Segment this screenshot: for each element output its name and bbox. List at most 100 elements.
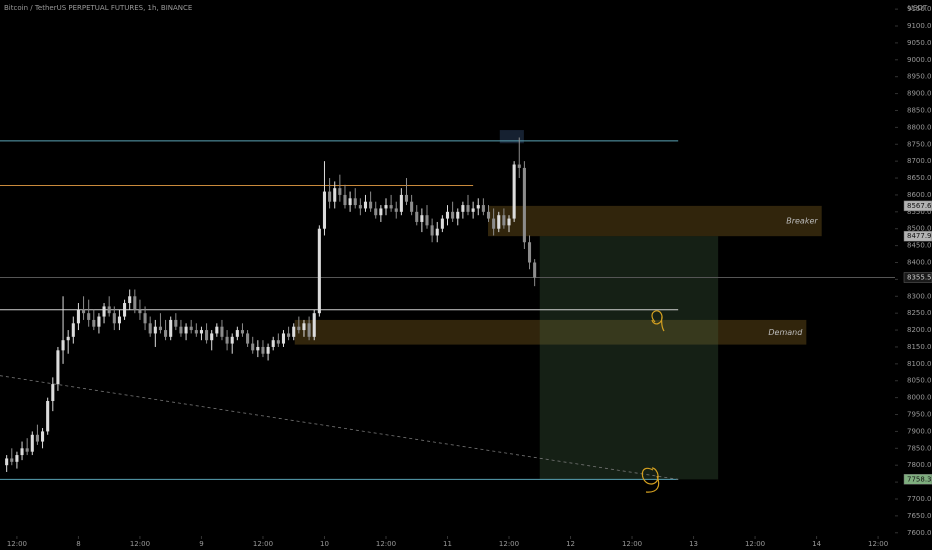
y-tick-label: 7900.0 (907, 427, 932, 435)
y-tick-label: 7850.0 (907, 444, 932, 452)
y-tick-label: 8300.0 (907, 292, 932, 300)
candle-body (194, 330, 198, 334)
price-label-bg (903, 474, 932, 485)
candle-body (117, 316, 121, 324)
x-tick-label: 12:00 (130, 540, 150, 548)
price-label: 8355.5 (907, 274, 932, 282)
price-label: 7758.3 (907, 475, 932, 483)
candle-body (353, 198, 357, 206)
candle-body (210, 333, 214, 341)
candle-body (25, 448, 29, 452)
x-tick-label: 12:00 (499, 540, 519, 548)
candle-body (527, 242, 532, 263)
x-tick-label: 9 (199, 540, 203, 548)
y-tick-label: 8750.0 (907, 140, 932, 148)
candle-body (333, 188, 337, 202)
candle-body (456, 211, 460, 219)
candle-body (307, 323, 311, 337)
zone-label: Breaker (786, 217, 818, 226)
price-label-bg (903, 230, 932, 242)
candle-body (302, 323, 306, 331)
zone (539, 236, 719, 480)
doodle (641, 467, 660, 493)
candle-body (41, 431, 45, 442)
candle-body (123, 303, 127, 317)
x-tick-label: 12:00 (7, 540, 27, 548)
candle-body (179, 326, 183, 334)
candle-body (399, 194, 403, 212)
candle-body (220, 326, 224, 337)
candle-body (276, 340, 280, 344)
price-label-bg (903, 200, 932, 212)
zone (294, 319, 807, 345)
x-tick-label: 12:00 (376, 540, 396, 548)
candle-body (425, 215, 429, 226)
x-tick-label: 12 (566, 540, 575, 548)
zone (499, 130, 524, 144)
candle-body (87, 313, 91, 320)
candle-body (497, 215, 501, 229)
candle-body (507, 218, 511, 226)
candle-body (317, 228, 321, 314)
candle-body (466, 205, 470, 212)
candle-body (502, 215, 506, 226)
candle-body (384, 205, 388, 209)
trend-line (0, 375, 679, 480)
candle-body (51, 384, 55, 402)
candle-body (420, 215, 424, 222)
zones: Breaker Demand (294, 130, 822, 480)
candle-body (107, 306, 111, 314)
y-tick-label: 8000.0 (907, 394, 932, 402)
candle-body (246, 333, 250, 344)
candle-body (169, 319, 173, 337)
candle-body (410, 201, 414, 212)
lines (0, 140, 895, 480)
candle-body (266, 346, 270, 354)
candle-body (251, 343, 255, 351)
y-tick-label: 8150.0 (907, 343, 932, 351)
candle-body (230, 336, 234, 344)
candle-body (338, 188, 342, 195)
candle-body (486, 211, 491, 219)
y-tick-label: 9100.0 (907, 22, 932, 30)
y-tick-label: 9000.0 (907, 56, 932, 64)
candle-body (225, 336, 229, 344)
y-tick-label: 8650.0 (907, 174, 932, 182)
candle-body (5, 458, 9, 466)
candle-body (138, 309, 142, 314)
y-tick-label: 7700.0 (907, 495, 932, 503)
candle-body (10, 458, 14, 462)
chart-title: Bitcoin / TetherUS PERPETUAL FUTURES, 1h… (4, 4, 192, 12)
candle-body (158, 326, 162, 331)
candle-body (153, 326, 157, 334)
candle-body (343, 194, 347, 206)
candle-body (56, 350, 60, 385)
candle-body (92, 319, 96, 327)
candle-body (292, 326, 296, 337)
candle-body (297, 326, 301, 331)
y-tick-label: 8600.0 (907, 191, 932, 199)
candle-body (328, 191, 332, 202)
candle-body (374, 208, 378, 216)
candle-body (358, 205, 362, 209)
x-tick-label: 11 (443, 540, 452, 548)
candle-body (471, 208, 475, 212)
x-tick-label: 12:00 (253, 540, 273, 548)
y-tick-label: 8900.0 (907, 90, 932, 98)
y-tick-label: 8500.0 (907, 225, 932, 233)
y-tick-label: 7600.0 (907, 529, 932, 537)
candle-body (445, 211, 450, 219)
x-tick-label: 14 (812, 540, 821, 548)
candle-body (522, 167, 526, 243)
candle-body (174, 319, 178, 327)
candle-body (235, 330, 239, 337)
axes: 9150.09100.09050.09000.08950.08900.08850… (7, 5, 932, 548)
candle-body (369, 201, 373, 209)
candle-body (389, 205, 393, 209)
candle-body (20, 448, 24, 456)
y-tick-label: 8450.0 (907, 242, 932, 250)
candle-body (189, 326, 193, 331)
candle-body (71, 323, 75, 337)
